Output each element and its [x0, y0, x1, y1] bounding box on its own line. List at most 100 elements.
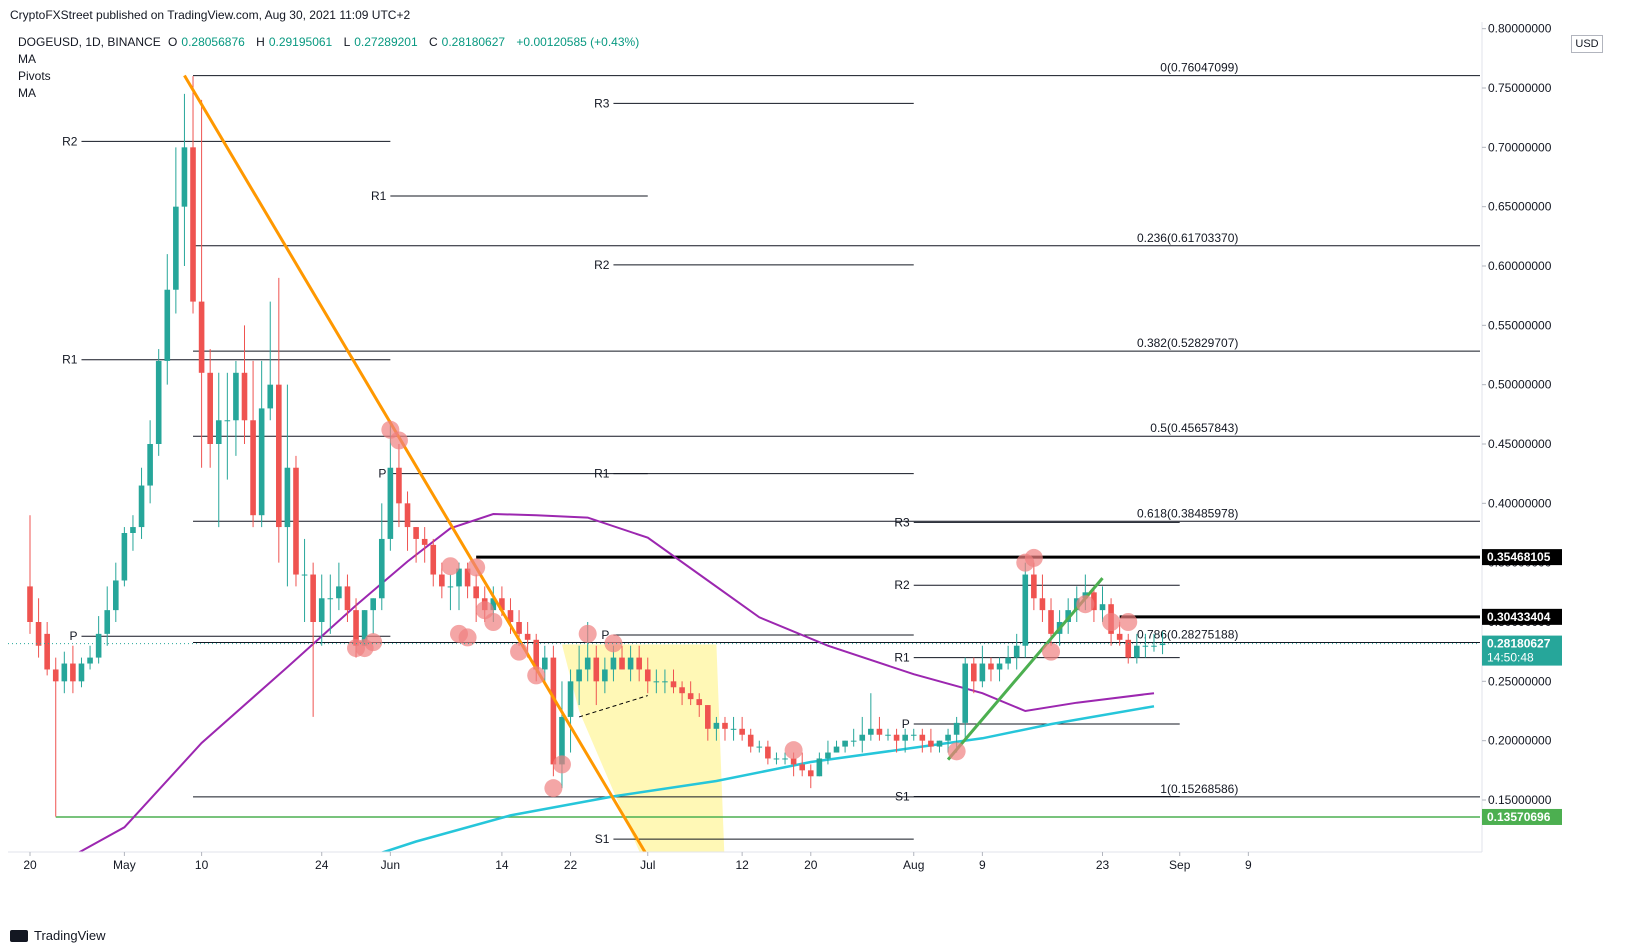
trendline — [946, 577, 1104, 761]
indicator-ma-1[interactable]: MA — [18, 52, 36, 66]
candle-body — [576, 669, 582, 682]
candle-body — [499, 598, 505, 611]
candle-body — [722, 722, 728, 729]
candle-body — [996, 663, 1003, 670]
candle-body — [550, 657, 557, 765]
candle-body — [602, 669, 608, 682]
candle-body — [567, 681, 574, 717]
candle-body — [447, 586, 454, 588]
candle-body — [730, 728, 737, 730]
candle-body — [713, 722, 720, 729]
x-tick-label: 20 — [804, 858, 818, 872]
footer: TradingView — [10, 928, 106, 943]
fib-label: 0.786(0.28275188) — [1137, 627, 1238, 641]
touch-highlight — [484, 613, 503, 631]
y-tick-label: 0.80000000 — [1488, 22, 1552, 36]
candle-body — [825, 752, 831, 759]
candle-body — [147, 444, 153, 486]
indicator-ma-2[interactable]: MA — [18, 86, 36, 100]
candle-body — [910, 734, 917, 736]
low-value: 0.27289201 — [354, 35, 418, 49]
published-by-text: CryptoFXStreet published on TradingView.… — [10, 8, 411, 22]
candle-body — [301, 574, 308, 576]
candle-body — [421, 538, 428, 545]
x-tick-label: 23 — [1096, 858, 1110, 872]
ma-fast-line — [77, 512, 1155, 852]
candle-body — [1134, 645, 1140, 658]
candle-body — [696, 699, 703, 706]
candle-body — [113, 580, 119, 611]
pivot-label: R3 — [594, 96, 610, 110]
touch-highlight — [1024, 548, 1043, 567]
close-label: C — [429, 35, 438, 49]
candle-body — [1091, 592, 1097, 611]
candle-body — [361, 610, 368, 646]
pivot-label: R1 — [594, 467, 610, 481]
pivot-label: R1 — [62, 353, 78, 367]
x-tick-label: 12 — [735, 858, 749, 872]
candle-body — [104, 610, 111, 634]
y-tick-label: 0.60000000 — [1488, 259, 1552, 273]
candle-body — [962, 663, 969, 723]
price-tag — [1482, 608, 1562, 625]
candle-body — [799, 764, 805, 771]
candle-body — [1116, 633, 1123, 640]
pivot-label: R1 — [371, 189, 387, 203]
brand-text[interactable]: TradingView — [34, 928, 106, 943]
high-value: 0.29195061 — [268, 35, 333, 49]
x-tick-label: Sep — [1169, 858, 1191, 872]
y-tick-label: 0.45000000 — [1488, 437, 1552, 451]
candle-body — [130, 527, 136, 533]
candle-body — [653, 681, 660, 683]
candle-body — [516, 622, 522, 634]
fib-label: 0.236(0.61703370) — [1137, 231, 1238, 245]
chart-legend: DOGEUSD, 1D, BINANCE O 0.28056876 H 0.2919… — [18, 34, 643, 102]
candle-body — [885, 734, 891, 736]
pivot-label: P — [378, 467, 386, 481]
touch-highlight — [552, 755, 571, 774]
candle-body — [1048, 610, 1054, 634]
candle-body — [507, 610, 514, 622]
y-tick-label: 0.40000000 — [1488, 496, 1552, 510]
candle-body — [893, 734, 900, 741]
price-tag — [1482, 808, 1562, 825]
candle-body — [95, 633, 102, 658]
candle-body — [670, 681, 677, 688]
indicator-pivots[interactable]: Pivots — [18, 69, 51, 83]
candle-body — [584, 657, 591, 670]
candle-body — [1151, 645, 1157, 647]
touch-highlight — [510, 642, 529, 661]
currency-badge[interactable]: USD — [1571, 35, 1603, 53]
candle-body — [35, 622, 42, 646]
symbol-label[interactable]: DOGEUSD, 1D, BINANCE — [18, 35, 161, 49]
fib-label: 0.5(0.45657843) — [1150, 421, 1238, 435]
candle-body — [593, 657, 600, 682]
pivot-label: R1 — [894, 651, 910, 665]
candle-body — [859, 734, 866, 741]
y-tick-label: 0.75000000 — [1488, 81, 1552, 95]
ma-slow-line — [380, 705, 1155, 852]
candle-body — [807, 770, 814, 777]
tradingview-logo-icon[interactable] — [10, 929, 28, 942]
touch-highlight — [1102, 613, 1121, 631]
price-tag-label: 0.13570696 — [1487, 810, 1551, 824]
candle-body — [739, 728, 745, 735]
candle-body — [868, 728, 874, 735]
x-tick-label: 9 — [1245, 858, 1252, 872]
price-tag-countdown: 14:50:48 — [1487, 651, 1534, 665]
candle-body — [155, 360, 162, 444]
plot-area: 0(0.76047099) 0.236(0.61703370) 0.382(0.52… — [8, 61, 1480, 852]
candle-body — [644, 669, 651, 682]
candle-body — [44, 633, 50, 670]
candle-body — [662, 681, 668, 683]
candle-body — [87, 657, 93, 664]
candle-body — [439, 574, 445, 587]
candle-body — [705, 705, 711, 729]
touch-highlight — [1076, 595, 1095, 614]
candle-body — [559, 716, 565, 765]
x-tick-label: 9 — [979, 858, 986, 872]
candle-body — [636, 657, 642, 670]
touch-highlight — [441, 557, 460, 576]
pivot-label: R2 — [594, 258, 610, 272]
